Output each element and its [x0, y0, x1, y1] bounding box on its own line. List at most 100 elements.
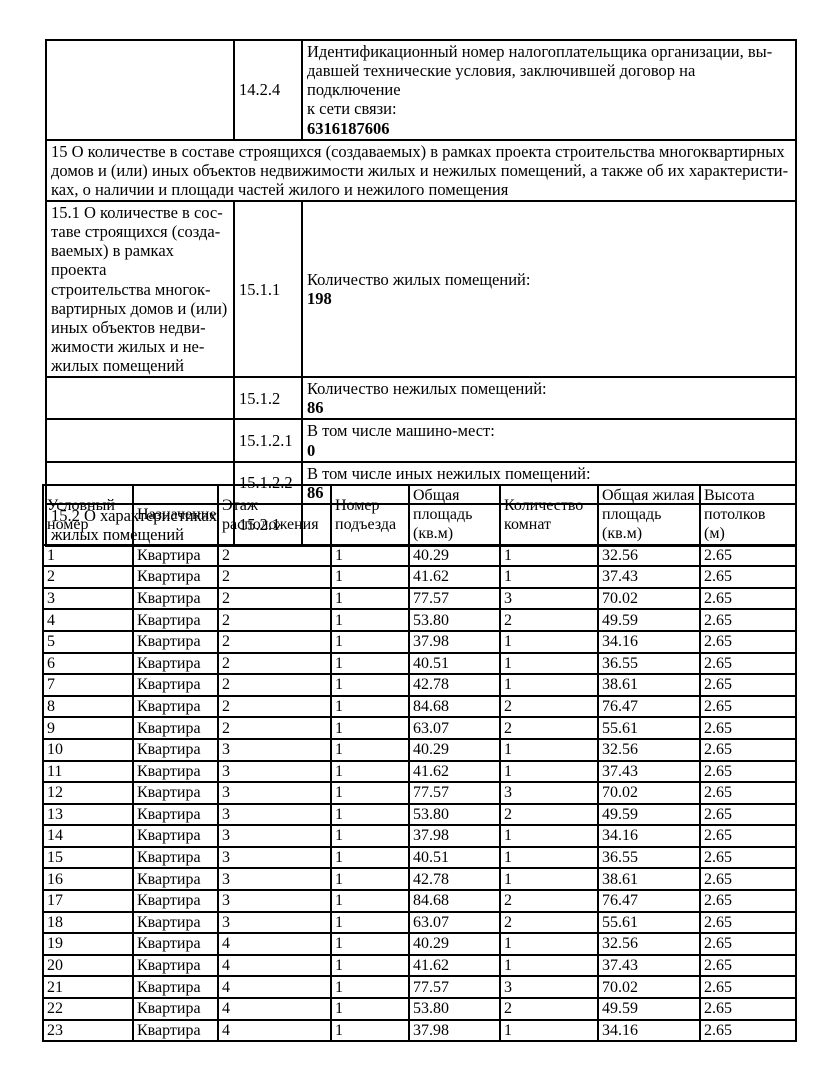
table-cell: 40.51: [408, 651, 501, 676]
table-cell: 1: [499, 737, 599, 762]
table-cell: Квартира: [132, 845, 219, 870]
table-cell: 1: [499, 845, 599, 870]
col-header-living-area: Общая жилая площадь (кв.м): [597, 484, 701, 546]
table-row: 6 Квартира 2 1 40.51 1 36.55 2.65: [42, 651, 797, 676]
section-15-heading: 15 О количестве в составе строящихся (со…: [45, 138, 797, 203]
table-cell: 37.98: [408, 824, 501, 848]
table-cell: 11: [42, 759, 134, 784]
table-cell: 53.80: [408, 802, 501, 827]
table-cell: 13: [42, 802, 134, 827]
table-cell: Квартира: [132, 565, 219, 589]
table-row: 22 Квартира 4 1 53.80 2 49.59 2.65: [42, 997, 797, 1021]
table-cell: 34.16: [597, 1018, 701, 1043]
table-cell: 63.07: [408, 716, 501, 740]
table-cell: 23: [42, 1018, 134, 1043]
table-cell: 4: [217, 975, 332, 1000]
col-header-floor: Этаж расположения: [217, 484, 332, 546]
table-cell: Квартира: [132, 910, 219, 935]
table-cell: 1: [330, 953, 410, 978]
table-cell: 4: [217, 1018, 332, 1043]
table-cell: 2: [499, 802, 599, 827]
table-cell: 1: [330, 997, 410, 1021]
header-row: Условный номер Назначение Этаж расположе…: [42, 484, 797, 546]
field-label: Количество нежилых помещений:: [307, 379, 547, 399]
table-cell: 1: [499, 1018, 599, 1043]
table-cell: Квартира: [132, 651, 219, 676]
table-cell: 3: [217, 737, 332, 762]
table-cell: 76.47: [597, 889, 701, 913]
table-cell: 1: [330, 889, 410, 913]
empty-left-cell: [45, 376, 235, 421]
table-row: 13 Квартира 3 1 53.80 2 49.59 2.65: [42, 802, 797, 827]
table-cell: 2: [499, 694, 599, 719]
table-cell: 2: [42, 565, 134, 589]
table-cell: 1: [330, 673, 410, 697]
table-cell: 4: [217, 953, 332, 978]
row-14-2-4: 14.2.4 Идентификационный номер налогопла…: [45, 39, 797, 141]
table-cell: 2.65: [699, 694, 797, 719]
table-cell: 49.59: [597, 997, 701, 1021]
table-row: 11 Квартира 3 1 41.62 1 37.43 2.65: [42, 759, 797, 784]
table-cell: 2: [217, 608, 332, 632]
table-cell: 1: [330, 781, 410, 805]
table-cell: 2.65: [699, 586, 797, 611]
table-cell: 1: [330, 694, 410, 719]
table-cell: 2: [499, 608, 599, 632]
table-row: 12 Квартира 3 1 77.57 3 70.02 2.65: [42, 781, 797, 805]
table-row: 3 Квартира 2 1 77.57 3 70.02 2.65: [42, 586, 797, 611]
table-cell: 1: [499, 629, 599, 654]
table-cell: 15: [42, 845, 134, 870]
table-row: 21 Квартира 4 1 77.57 3 70.02 2.65: [42, 975, 797, 1000]
table-cell: 63.07: [408, 910, 501, 935]
table-cell: 1: [330, 932, 410, 956]
table-cell: Квартира: [132, 997, 219, 1021]
table-cell: 42.78: [408, 673, 501, 697]
table-cell: Квартира: [132, 759, 219, 784]
table-cell: 1: [330, 824, 410, 848]
table-cell: 1: [499, 953, 599, 978]
table-cell: 1: [330, 737, 410, 762]
table-cell: 1: [499, 543, 599, 568]
table-cell: 77.57: [408, 975, 501, 1000]
table-cell: 1: [330, 759, 410, 784]
table-cell: 1: [330, 910, 410, 935]
row-15-1: 15.1 О количестве в сос- таве строящихся…: [45, 199, 797, 379]
table-cell: 41.62: [408, 759, 501, 784]
col-header-ceiling-height: Высота потолков (м): [699, 484, 797, 546]
table-cell: 19: [42, 932, 134, 956]
table-row: 2 Квартира 2 1 41.62 1 37.43 2.65: [42, 565, 797, 589]
table-cell: 40.51: [408, 845, 501, 870]
table-cell: 70.02: [597, 975, 701, 1000]
section-number: 14.2.4: [233, 39, 303, 141]
table-cell: 2.65: [699, 867, 797, 892]
col-header-entrance: Номер подъезда: [330, 484, 410, 546]
info-table: 14.2.4 Идентификационный номер налогопла…: [45, 39, 797, 548]
field-cell: Количество жилых помещений: 198: [301, 199, 797, 379]
field-label: Идентификационный номер налогоплательщик…: [307, 42, 773, 119]
table-cell: 1: [330, 543, 410, 568]
table-cell: Квартира: [132, 802, 219, 827]
table-cell: 2: [217, 651, 332, 676]
table-cell: 3: [217, 802, 332, 827]
table-cell: 9: [42, 716, 134, 740]
apartments-body: 1 Квартира 2 1 40.29 1 32.56 2.65 2 Квартира 2 1 41.…: [42, 543, 797, 1043]
table-cell: 1: [330, 1018, 410, 1043]
table-cell: 3: [499, 781, 599, 805]
table-cell: 70.02: [597, 781, 701, 805]
table-cell: 4: [42, 608, 134, 632]
table-cell: 34.16: [597, 629, 701, 654]
table-cell: 14: [42, 824, 134, 848]
table-cell: 38.61: [597, 867, 701, 892]
table-cell: Квартира: [132, 694, 219, 719]
table-cell: 37.98: [408, 1018, 501, 1043]
table-row: 15 Квартира 3 1 40.51 1 36.55 2.65: [42, 845, 797, 870]
table-cell: Квартира: [132, 975, 219, 1000]
table-cell: Квартира: [132, 737, 219, 762]
table-cell: 2: [217, 694, 332, 719]
table-row: 17 Квартира 3 1 84.68 2 76.47 2.65: [42, 889, 797, 913]
table-cell: 1: [330, 608, 410, 632]
table-cell: 3: [217, 845, 332, 870]
table-cell: 55.61: [597, 910, 701, 935]
table-cell: 41.62: [408, 953, 501, 978]
